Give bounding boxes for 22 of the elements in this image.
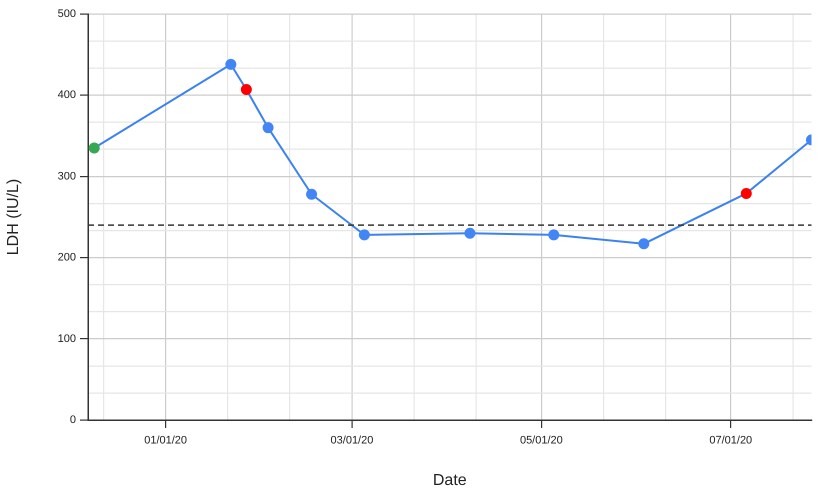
x-tick-label: 03/01/20 bbox=[330, 434, 374, 447]
point bbox=[306, 188, 318, 200]
point bbox=[740, 188, 752, 199]
y-axis-title: LDH (IU/L) bbox=[5, 178, 22, 256]
point bbox=[464, 228, 476, 239]
x-tick-label: 05/01/20 bbox=[520, 434, 563, 447]
point bbox=[262, 122, 274, 134]
y-tick-label: 100 bbox=[58, 332, 76, 345]
y-tick-label: 300 bbox=[58, 170, 76, 182]
point bbox=[225, 58, 236, 70]
y-tick-label: 400 bbox=[58, 89, 76, 102]
point bbox=[638, 238, 650, 250]
point bbox=[358, 229, 370, 240]
point bbox=[548, 229, 560, 240]
x-tick-label: 07/01/20 bbox=[709, 434, 752, 447]
y-tick-label: 500 bbox=[58, 8, 76, 20]
x-axis-title: Date bbox=[432, 472, 467, 489]
y-tick-label: 0 bbox=[70, 414, 76, 426]
x-tick-label: 01/01/20 bbox=[144, 434, 188, 447]
y-tick-label: 200 bbox=[58, 252, 76, 264]
point bbox=[240, 84, 252, 96]
point bbox=[88, 142, 100, 154]
